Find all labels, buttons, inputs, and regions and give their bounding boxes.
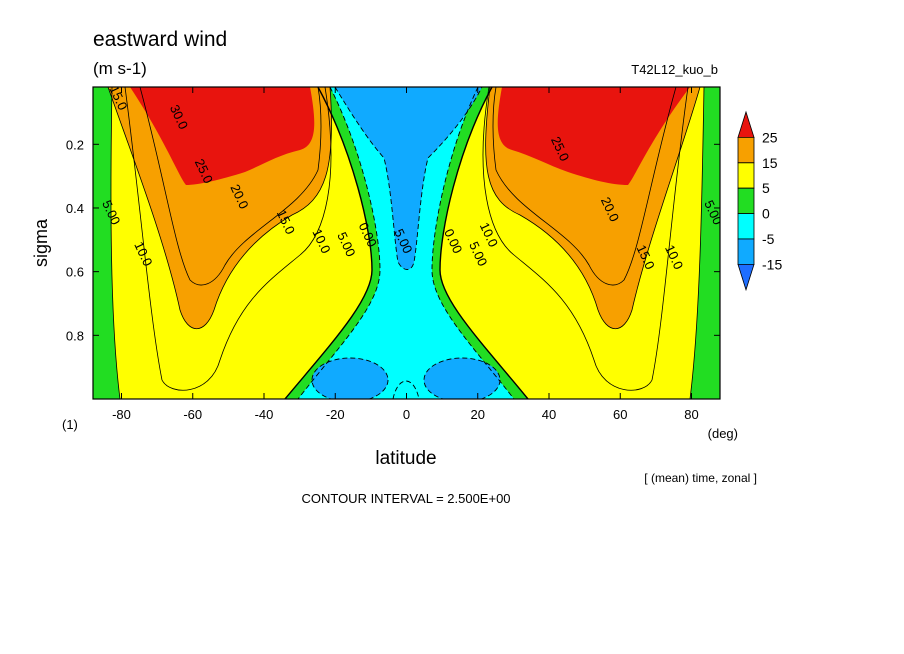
averaging-note: [ (mean) time, zonal ] (644, 471, 757, 485)
x-tick-label: 60 (613, 407, 627, 422)
plot-area: 15.030.025.020.015.010.0 5.000.005.0010.0… (93, 87, 720, 399)
colorbar-swatch (737, 213, 755, 240)
colorbar: 25 15 5 0 -5 -15 (737, 110, 782, 292)
x-tick-label: -20 (326, 407, 345, 422)
y-tick-label: 0.2 (66, 137, 84, 152)
y-axis-title: sigma (31, 218, 51, 267)
x-tick-label: -60 (183, 407, 202, 422)
y-axis: 0.2 0.4 0.6 0.8 (66, 137, 720, 343)
colorbar-swatch (737, 187, 755, 214)
colorbar-swatch (737, 137, 755, 164)
x-tick-label: 0 (403, 407, 410, 422)
colorbar-label: -5 (762, 231, 775, 247)
contour-interval-note: CONTOUR INTERVAL = 2.500E+00 (301, 491, 510, 506)
x-tick-label: 80 (684, 407, 698, 422)
x-unit-label: (deg) (708, 426, 738, 441)
x-tick-label: -80 (112, 407, 131, 422)
colorbar-label: 0 (762, 206, 770, 222)
y-tick-label: 0.8 (66, 328, 84, 343)
colorbar-swatch (737, 110, 755, 138)
x-axis: -80 -60 -40 -20 0 20 40 60 80 (112, 87, 699, 422)
x-tick-label: 40 (542, 407, 556, 422)
y-tick-label: 0.6 (66, 265, 84, 280)
colorbar-label: -15 (762, 256, 782, 272)
x-tick-label: -40 (255, 407, 274, 422)
lower-lobe-south (312, 358, 388, 399)
run-name-label: T42L12_kuo_b (631, 62, 718, 77)
band-25-plus-north (497, 87, 690, 185)
chart-title: eastward wind (93, 28, 227, 51)
units-label: (m s-1) (93, 59, 147, 78)
colorbar-label: 15 (762, 155, 778, 171)
contour-lines (107, 87, 705, 399)
colorbar-swatch (737, 264, 755, 292)
lower-lobe-north (424, 358, 500, 399)
x-axis-title: latitude (375, 448, 436, 469)
band-minus15-minus5 (335, 87, 482, 270)
y-unit-label: (1) (62, 417, 78, 432)
y-tick-label: 0.4 (66, 201, 84, 216)
colorbar-swatch (737, 238, 755, 265)
colorbar-label: 5 (762, 180, 770, 196)
negative-contours (297, 87, 515, 399)
band-25-plus-south (130, 87, 315, 185)
colorbar-label: 25 (762, 129, 778, 145)
colorbar-swatch (737, 162, 755, 189)
x-tick-label: 20 (471, 407, 485, 422)
